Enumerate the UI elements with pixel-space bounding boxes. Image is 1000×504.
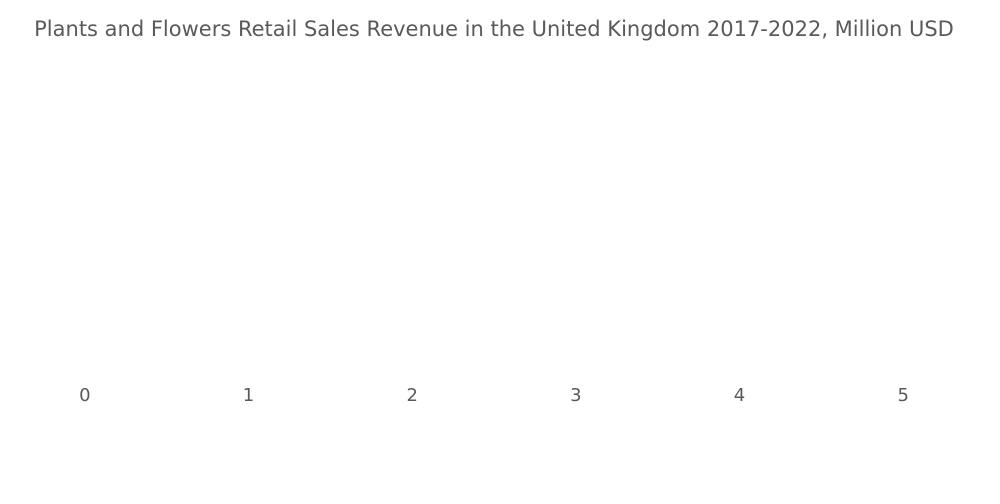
x-tick-label: 4 [734, 385, 745, 406]
x-tick-label: 2 [406, 385, 417, 406]
chart-title: Plants and Flowers Retail Sales Revenue … [34, 17, 954, 41]
x-tick-label: 0 [79, 385, 90, 406]
x-tick-label: 3 [570, 385, 581, 406]
x-tick-label: 1 [243, 385, 254, 406]
x-tick-label: 5 [897, 385, 908, 406]
